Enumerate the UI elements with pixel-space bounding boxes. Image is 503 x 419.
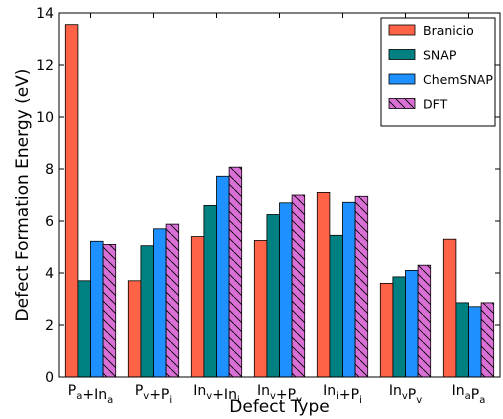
legend-swatch-dft: [388, 98, 416, 109]
x-tick-label-subscript: i: [359, 395, 362, 406]
x-tick-label-subscript: a: [107, 395, 113, 406]
bar-branicio-1: [127, 280, 142, 378]
x-tick-label: InaPa: [452, 383, 486, 406]
legend-swatch-chemsnap: [388, 73, 416, 85]
x-tick-label-part: P: [408, 387, 416, 403]
x-tick-label-subscript: v: [270, 391, 276, 402]
x-tick-label-subscript: a: [465, 391, 471, 402]
bar-chemsnap-5: [405, 269, 419, 378]
bar-chemsnap-0: [90, 240, 104, 378]
bar-snap-1: [140, 245, 154, 378]
x-tick-label-subscript: a: [76, 391, 82, 402]
y-tick-label: 8: [45, 162, 54, 178]
x-tick-label-part: +P: [149, 387, 169, 403]
x-tick-label: InvPv: [389, 383, 422, 406]
y-tick-label: 14: [36, 6, 54, 22]
bar-branicio-5: [379, 282, 394, 378]
y-axis-title: Defect Formation Energy (eV): [13, 69, 33, 322]
x-tick-label-subscript: v: [206, 391, 212, 402]
y-tick-label: 6: [45, 214, 54, 230]
x-tick-label-subscript: v: [296, 395, 302, 406]
bar-chemsnap-4: [342, 201, 356, 378]
bar-chemsnap-3: [279, 202, 293, 378]
x-tick-label-subscript: a: [479, 395, 485, 406]
bar-snap-6: [455, 302, 469, 378]
bar-snap-2: [203, 204, 217, 378]
x-tick-label-part: In: [323, 383, 336, 399]
x-tick-label: Ini+Pi: [323, 383, 362, 406]
y-tick-label: 12: [36, 58, 54, 74]
bar-snap-5: [392, 276, 406, 378]
x-tick-label-part: P: [135, 383, 143, 399]
legend-swatch-branicio: [388, 24, 416, 36]
bar-snap-0: [77, 280, 91, 378]
bars-group: [64, 24, 495, 378]
bar-branicio-2: [190, 236, 205, 378]
x-tick-label-part: +P: [276, 387, 296, 403]
bar-chemsnap-1: [153, 228, 167, 378]
y-tick-label: 10: [36, 110, 54, 126]
x-tick-label: Pv+Pi: [135, 383, 172, 406]
x-tick-label-part: In: [193, 383, 206, 399]
bar-dft-2: [228, 166, 243, 378]
x-tick-label-subscript: v: [416, 395, 422, 406]
bar-dft-3: [291, 194, 306, 378]
bar-branicio-0: [64, 24, 79, 378]
bar-branicio-4: [316, 191, 331, 378]
x-axis-title: Defect Type: [229, 397, 329, 417]
y-tick-label: 4: [45, 266, 54, 282]
bar-dft-1: [165, 223, 180, 378]
legend-label-chemsnap: ChemSNAP: [423, 72, 493, 87]
x-tick-label-subscript: v: [143, 391, 149, 402]
x-tick-label-part: P: [471, 387, 479, 403]
x-tick-label-part: In: [257, 383, 270, 399]
bar-snap-4: [329, 234, 343, 378]
x-tick-label-part: In: [389, 383, 402, 399]
x-tick-label-subscript: i: [169, 395, 172, 406]
bar-dft-0: [102, 243, 117, 378]
legend-label-branicio: Branicio: [423, 23, 474, 38]
y-tick-label: 0: [45, 370, 54, 386]
y-axis: 0 2 4 6 8 10 12 14: [36, 6, 500, 386]
x-tick-label-part: P: [68, 383, 76, 399]
x-tick-label-part: In: [452, 383, 465, 399]
x-tick-label: Inv+Ini: [193, 383, 239, 406]
legend-swatch-snap: [388, 49, 416, 60]
legend-label-dft: DFT: [423, 97, 448, 112]
legend-label-snap: SNAP: [423, 48, 457, 63]
bar-dft-6: [480, 302, 495, 378]
x-tick-label-subscript: i: [237, 395, 240, 406]
legend: Branicio SNAP ChemSNAP DFT: [380, 17, 496, 127]
x-tick-label: Pa+Ina: [68, 383, 113, 406]
bar-branicio-3: [253, 240, 268, 378]
bar-snap-3: [266, 214, 280, 378]
x-tick-label-part: +In: [212, 387, 237, 403]
y-tick-label: 2: [45, 318, 54, 334]
x-tick-label-subscript: i: [336, 391, 339, 402]
x-tick-label-subscript: v: [402, 391, 408, 402]
bar-dft-4: [354, 195, 369, 378]
x-tick-label-part: +In: [82, 387, 107, 403]
x-tick-label-part: +P: [339, 387, 359, 403]
bar-chemsnap-2: [216, 175, 230, 378]
bar-dft-5: [417, 264, 432, 378]
x-tick-label: Inv+Pv: [257, 383, 302, 406]
bar-chemsnap-6: [468, 306, 482, 378]
bar-branicio-6: [442, 238, 457, 378]
